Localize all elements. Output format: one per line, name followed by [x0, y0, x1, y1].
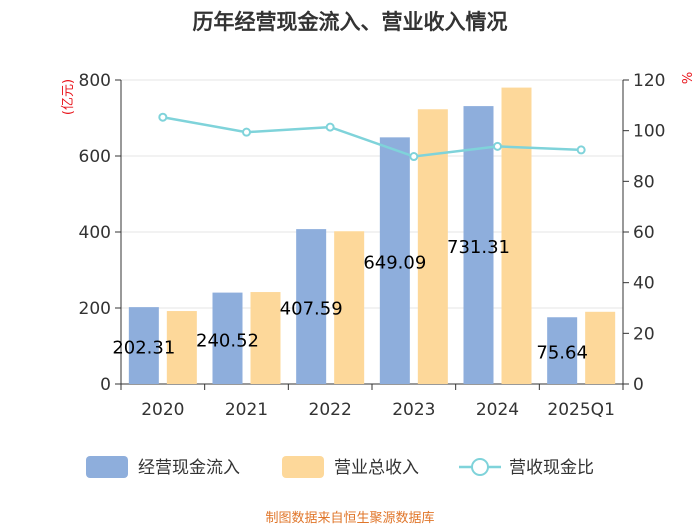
line-point	[493, 141, 502, 151]
source-footer: 制图数据来自恒生聚源数据库	[265, 511, 435, 526]
y-right-tick-label: 100	[633, 122, 665, 142]
line-point	[576, 145, 586, 155]
y-right-tick-label: 120	[633, 71, 665, 91]
line-point	[242, 127, 251, 137]
y-left-tick-label: 400	[79, 223, 111, 243]
bar-revenue	[334, 231, 365, 384]
y-left-tick-label: 200	[79, 299, 111, 319]
bar-revenue	[585, 311, 616, 384]
y-right-tick-label: 40	[633, 274, 655, 294]
bar-cash-inflow	[463, 106, 494, 384]
y-right-tick-label: 20	[633, 324, 655, 344]
x-tick-label: 2021	[225, 400, 268, 420]
bar-value-label: 407.59	[280, 299, 343, 320]
bar-cash-inflow	[212, 292, 243, 384]
bar-revenue	[250, 292, 281, 384]
bar-cash-inflow	[547, 317, 578, 384]
line-ratio	[162, 116, 582, 158]
legend-swatch-ratio-marker	[471, 458, 489, 476]
bar-cash-inflow	[296, 229, 327, 384]
bar-cash-inflow	[379, 137, 410, 384]
y-right-tick-label: 0	[633, 375, 644, 395]
bar-value-label: 75.64	[536, 343, 588, 364]
x-tick-label: 2025Q1	[547, 400, 614, 420]
y-right-tick-label: 80	[633, 172, 655, 192]
bar-value-label: 649.09	[363, 253, 426, 274]
bar-revenue	[166, 311, 197, 384]
legend-label-revenue: 营业总收入	[334, 458, 419, 478]
y-right-axis-label: %	[681, 72, 696, 84]
x-tick-label: 2020	[141, 400, 184, 420]
bar-value-label: 731.31	[447, 237, 510, 258]
y-left-tick-label: 0	[100, 375, 111, 395]
bar-revenue	[501, 87, 532, 384]
bar-cash-inflow	[128, 307, 159, 384]
line-point	[325, 122, 335, 132]
line-point	[409, 152, 419, 162]
x-tick-label: 2022	[309, 400, 352, 420]
bar-value-label: 240.52	[196, 330, 259, 351]
bar-value-label: 202.31	[112, 338, 175, 359]
x-tick-label: 2024	[476, 400, 519, 420]
y-left-axis-label: (亿元)	[61, 79, 76, 115]
y-left-tick-label: 800	[79, 71, 111, 91]
legend-label-cash-inflow: 经营现金流入	[138, 458, 240, 478]
bar-revenue	[417, 109, 448, 384]
legend-swatch-revenue	[282, 456, 324, 478]
legend-swatch-cash-inflow	[86, 456, 128, 478]
line-point	[158, 112, 168, 122]
x-tick-label: 2023	[392, 400, 435, 420]
chart-title: 历年经营现金流入、营业收入情况	[192, 10, 508, 34]
y-left-tick-label: 600	[79, 147, 111, 167]
y-right-tick-label: 60	[633, 223, 655, 243]
legend-label-ratio: 营收现金比	[509, 458, 594, 478]
